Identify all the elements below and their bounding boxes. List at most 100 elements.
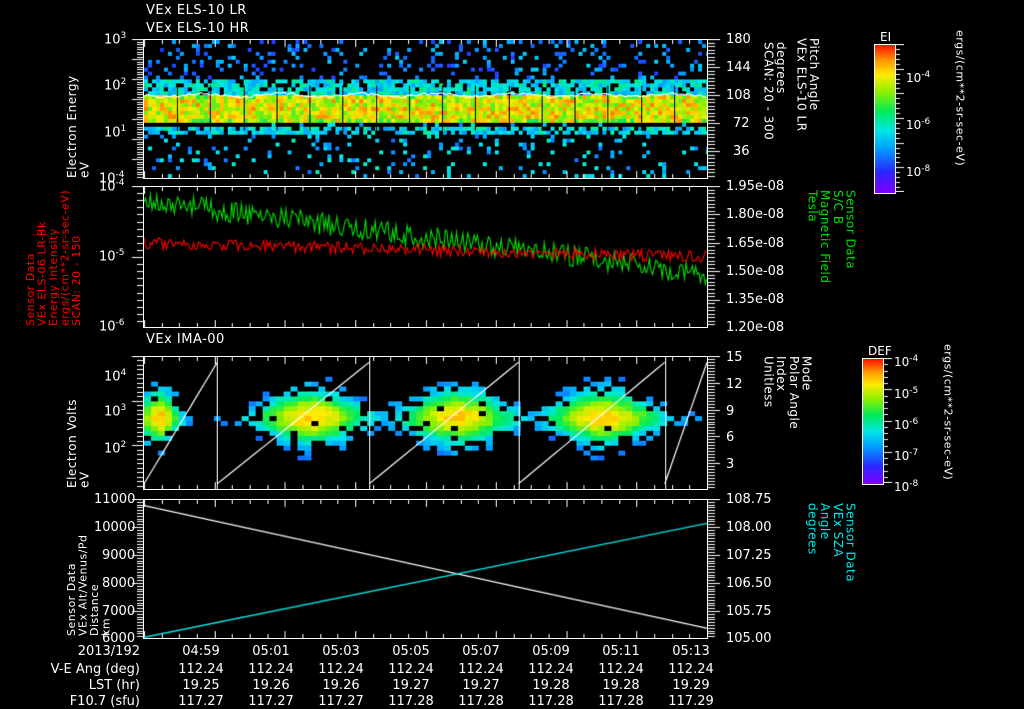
bottom-cell-f107-2: 117.27 xyxy=(318,694,364,709)
panel2-left-axis-label: Sensor Data VEx ELS-06 LR-Bk Energy Inte… xyxy=(24,189,84,326)
panel3-ytick-1e3: 103 xyxy=(104,403,127,420)
bottom-cell-ve_ang-3: 112.24 xyxy=(388,662,434,677)
panel1-left-axis-label: Electron Energy eV xyxy=(65,75,92,178)
panel3-cb-tick-1em6: 10-6 xyxy=(894,417,919,432)
bottom-cell-lst-7: 19.29 xyxy=(672,678,710,693)
panel1-right-axis-scan: degrees SCAN: 20 - 300 xyxy=(761,42,789,141)
bottom-cell-time-4: 05:07 xyxy=(462,644,500,659)
panel2-ytick-1em5: 10-5 xyxy=(99,248,125,265)
panel3-right-minor-ticks xyxy=(708,356,722,490)
panel4-y2tick-10575: 105.75 xyxy=(726,604,772,619)
panel2-y2tick-180: 1.80e-08 xyxy=(726,207,785,222)
panel3-colorbar-name: DEF xyxy=(868,344,892,358)
bottom-cell-f107-1: 117.27 xyxy=(248,694,294,709)
panel1-colorbar-gradient xyxy=(874,44,896,194)
panel3-cb-tick-1em4: 10-4 xyxy=(894,354,919,369)
panel1-y2tick-180: 180 xyxy=(726,32,751,47)
bottom-cell-time-0: 04:59 xyxy=(182,644,220,659)
panel1-cb-tick-1em8: 10-8 xyxy=(906,164,931,179)
panel3-colorbar-ticks xyxy=(883,358,893,483)
bottom-cell-lst-2: 19.26 xyxy=(322,678,360,693)
panel1-right-axis-label: Pitch Angle VEx ELS-10 LR xyxy=(794,38,822,132)
panel3-colorbar-gradient xyxy=(862,358,884,485)
panel3-y2tick-6: 6 xyxy=(726,430,735,445)
bottom-cell-time-7: 05:13 xyxy=(672,644,710,659)
panel3-title: VEx IMA-00 xyxy=(146,332,225,347)
panel2-line-plot xyxy=(143,186,708,328)
panel4-y2tick-10800: 108.00 xyxy=(726,520,772,535)
panel1-ytick-1em4: 10-4 xyxy=(99,170,125,187)
bottom-cell-time-3: 05:05 xyxy=(392,644,430,659)
bottom-cell-ve_ang-6: 112.24 xyxy=(598,662,644,677)
panel4-ytick-9000: 9000 xyxy=(102,548,136,563)
bottom-cell-time-6: 05:11 xyxy=(602,644,640,659)
panel1-left-minor-ticks xyxy=(130,39,144,179)
bottom-cell-lst-4: 19.27 xyxy=(462,678,500,693)
panel1-colorbar-ticks xyxy=(895,44,905,192)
bottom-cell-lst-0: 19.25 xyxy=(182,678,220,693)
panel3-ytick-1e2: 102 xyxy=(104,440,127,457)
panel1-right-minor-ticks xyxy=(708,39,722,179)
bottom-cell-ve_ang-5: 112.24 xyxy=(528,662,574,677)
panel1-y2tick-144: 144 xyxy=(726,60,751,75)
bottom-cell-ve_ang-0: 112.24 xyxy=(178,662,224,677)
panel2-y2tick-165: 1.65e-08 xyxy=(726,236,785,251)
panel1-y2tick-36: 36 xyxy=(733,144,750,159)
panel4-y2tick-10650: 106.50 xyxy=(726,576,772,591)
panel2-y2tick-120: 1.20e-08 xyxy=(726,320,785,335)
panel1-title-line2: VEx ELS-10 HR xyxy=(146,21,250,36)
bottom-cell-f107-4: 117.28 xyxy=(458,694,504,709)
bottom-cell-f107-7: 117.29 xyxy=(668,694,714,709)
bottom-cell-lst-5: 19.28 xyxy=(532,678,570,693)
panel3-ytick-1e4: 104 xyxy=(104,368,127,385)
panel4-y2tick-10875: 108.75 xyxy=(726,492,772,507)
panel4-ytick-10000: 10000 xyxy=(94,520,136,535)
bottom-cell-lst-6: 19.28 xyxy=(602,678,640,693)
panel2-ytick-1em4: 10-4 xyxy=(99,178,125,195)
panel4-ytick-7000: 7000 xyxy=(102,604,136,619)
bottom-cell-f107-5: 117.28 xyxy=(528,694,574,709)
panel3-right-axis-label: Mode Polar Angle Index Unitless xyxy=(761,356,814,430)
panel1-colorbar-units: ergs/(cm**2-sr-sec-eV) xyxy=(953,30,967,167)
panel3-y2tick-12: 12 xyxy=(726,377,743,392)
panel1-colorbar-name: EI xyxy=(880,30,892,44)
panel3-cb-tick-1em8: 10-8 xyxy=(894,479,919,494)
panel3-y2tick-15: 15 xyxy=(726,350,743,365)
panel3-left-axis-label: Electron Volts eV xyxy=(65,399,92,488)
panel4-right-axis-label: Sensor Data VEx SZA Angle degrees xyxy=(805,503,858,583)
panel4-line-plot xyxy=(143,499,708,639)
bottom-row-label-1: V-E Ang (deg) xyxy=(50,662,140,677)
panel1-y2tick-72: 72 xyxy=(733,116,750,131)
panel2-right-minor-ticks xyxy=(708,186,722,328)
bottom-cell-f107-6: 117.28 xyxy=(598,694,644,709)
panel3-cb-tick-1em7: 10-7 xyxy=(894,448,919,463)
panel3-colorbar-units: ergs/(cm**2-sr-sec-eV) xyxy=(941,344,955,481)
bottom-cell-lst-3: 19.27 xyxy=(392,678,430,693)
panel4-right-minor-ticks xyxy=(708,499,722,639)
bottom-row-label-3: F10.7 (sfu) xyxy=(69,694,140,709)
panel4-ytick-6000: 6000 xyxy=(102,631,136,646)
bottom-cell-f107-0: 117.27 xyxy=(178,694,224,709)
bottom-row-label-2: LST (hr) xyxy=(88,678,140,693)
panel3-y2tick-3: 3 xyxy=(726,457,735,472)
panel4-ytick-11000: 11000 xyxy=(94,492,136,507)
panel2-y2tick-135: 1.35e-08 xyxy=(726,292,785,307)
panel1-ytick-1e2: 102 xyxy=(104,77,127,94)
panel1-ytick-1e3: 103 xyxy=(104,31,127,48)
panel2-y2tick-195: 1.95e-08 xyxy=(726,179,785,194)
panel2-right-axis-label: Sensor Data S/C B Magnetic Field Tesla xyxy=(805,190,858,284)
panel2-ytick-1em6: 10-6 xyxy=(99,318,125,335)
panel4-left-minor-ticks xyxy=(130,499,144,639)
bottom-cell-lst-1: 19.26 xyxy=(252,678,290,693)
bottom-cell-ve_ang-2: 112.24 xyxy=(318,662,364,677)
panel3-spectrogram xyxy=(143,356,708,490)
bottom-cell-ve_ang-7: 112.24 xyxy=(668,662,714,677)
bottom-cell-time-5: 05:09 xyxy=(532,644,570,659)
panel1-spectrogram xyxy=(143,39,708,179)
bottom-cell-time-2: 05:03 xyxy=(322,644,360,659)
panel1-y2tick-108: 108 xyxy=(726,88,751,103)
panel4-y2tick-10725: 107.25 xyxy=(726,548,772,563)
bottom-cell-ve_ang-1: 112.24 xyxy=(248,662,294,677)
panel3-y2tick-9: 9 xyxy=(726,404,735,419)
